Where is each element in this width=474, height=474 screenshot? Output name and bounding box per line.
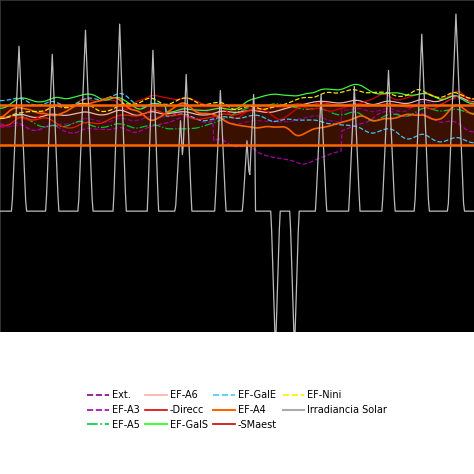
Legend: Ext., EF-A3, EF-A5, EF-A6, -Direcc, EF-GalS, EF-GalE, EF-A4, -SMaest, EF-Nini, I: Ext., EF-A3, EF-A5, EF-A6, -Direcc, EF-G…: [83, 386, 391, 434]
Bar: [0, 105, 474, 145]
